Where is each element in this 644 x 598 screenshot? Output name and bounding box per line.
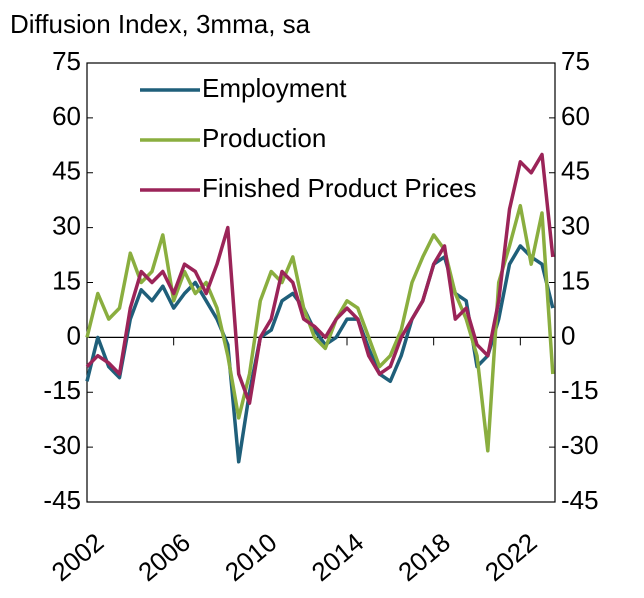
y-tick-label: -15 <box>43 375 81 405</box>
y-tick-label: 30 <box>52 211 81 241</box>
y2-tick-label: 60 <box>561 101 590 131</box>
y-tick-label: 60 <box>52 101 81 131</box>
y-tick-label: -45 <box>43 485 81 515</box>
y-tick-label: -30 <box>43 430 81 460</box>
y-tick-label: 15 <box>52 265 81 295</box>
y2-tick-label: 45 <box>561 156 590 186</box>
y2-tick-label: 15 <box>561 265 590 295</box>
y-tick-label: 75 <box>52 46 81 76</box>
y2-tick-label: 0 <box>561 320 575 350</box>
x-tick-label: 2018 <box>392 527 456 587</box>
x-tick-label: 2002 <box>46 527 110 587</box>
y2-tick-label: 30 <box>561 211 590 241</box>
y-tick-label: 45 <box>52 156 81 186</box>
chart-title: Diffusion Index, 3mma, sa <box>10 9 311 39</box>
y2-tick-label: -45 <box>561 485 599 515</box>
x-tick-label: 2014 <box>306 527 370 587</box>
x-tick-label: 2006 <box>132 527 196 587</box>
y-tick-label: 0 <box>67 320 81 350</box>
legend-label: Production <box>202 123 326 153</box>
legend-label: Employment <box>202 73 347 103</box>
y2-tick-label: 75 <box>561 46 590 76</box>
x-tick-label: 2010 <box>219 527 283 587</box>
series-line <box>85 203 555 453</box>
x-tick-label: 2022 <box>479 527 543 587</box>
legend-label: Finished Product Prices <box>202 173 477 203</box>
y2-tick-label: -30 <box>561 430 599 460</box>
series-line <box>85 152 555 405</box>
y2-tick-label: -15 <box>561 375 599 405</box>
